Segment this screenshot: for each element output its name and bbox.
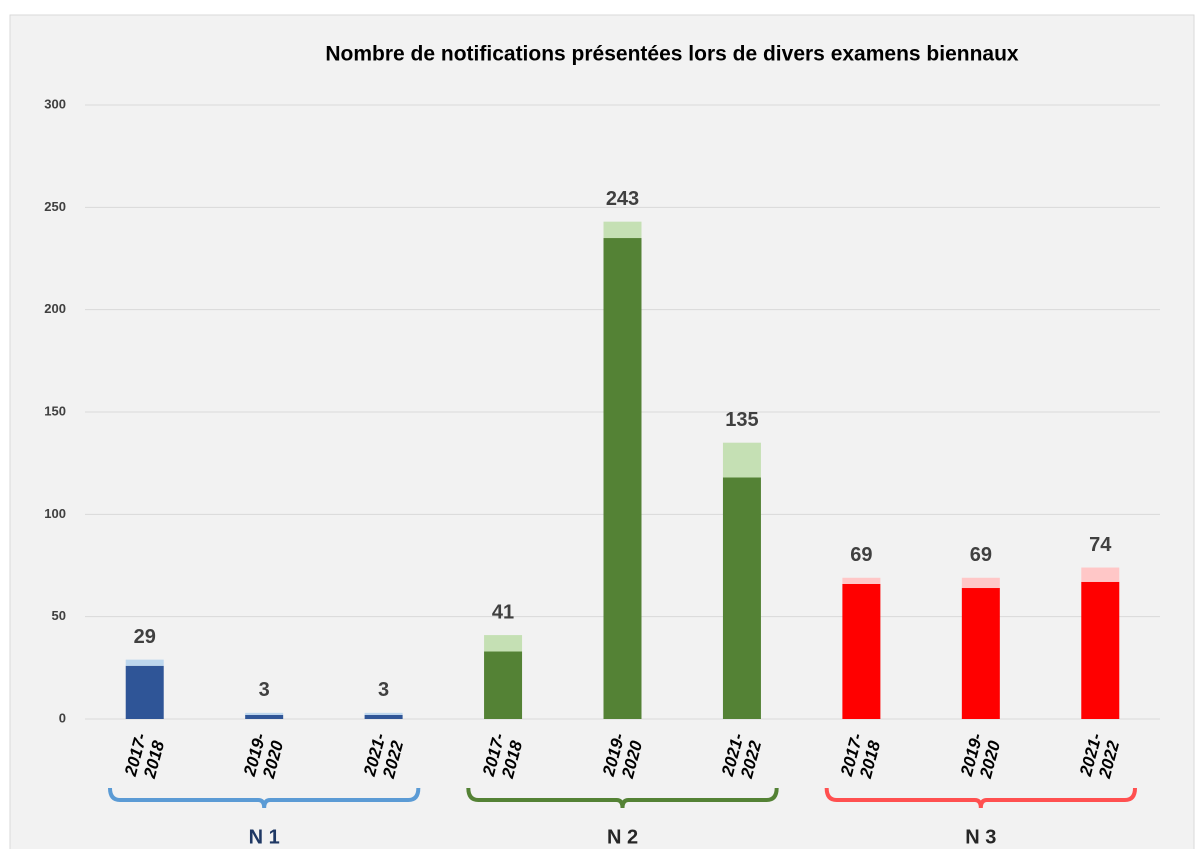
group-bracket [824, 787, 1137, 809]
bar-segment [364, 712, 403, 715]
data-label: 135 [725, 409, 758, 431]
y-tick-label: 0 [59, 710, 66, 725]
y-tick-label: 200 [44, 301, 66, 316]
group-label: N 3 [965, 826, 996, 848]
group-bracket [466, 787, 779, 809]
bar-segment [484, 651, 523, 719]
group-label: N 1 [249, 826, 280, 848]
data-label: 74 [1089, 534, 1112, 556]
data-label: 29 [134, 626, 156, 648]
bar-segment [961, 588, 1000, 719]
bar-segment [245, 712, 284, 715]
bar-segment [125, 665, 164, 719]
y-tick-label: 100 [44, 506, 66, 521]
chart-frame [9, 14, 1195, 849]
bar-segment [484, 635, 523, 652]
data-label: 69 [970, 544, 992, 566]
y-tick-label: 300 [44, 96, 66, 111]
group-label: N 2 [607, 826, 638, 848]
data-label: 3 [378, 679, 389, 701]
y-tick-label: 50 [52, 608, 66, 623]
data-label: 69 [850, 544, 872, 566]
bar-segment [364, 714, 403, 719]
bar-segment [722, 477, 761, 719]
data-label: 243 [606, 188, 639, 210]
group-bracket [108, 787, 421, 809]
bar-segment [125, 659, 164, 666]
bar-segment [842, 583, 881, 719]
bar-segment [245, 714, 284, 719]
bar-segment [1081, 567, 1120, 582]
bar-segment [603, 221, 642, 239]
chart-title: Nombre de notifications présentées lors … [325, 43, 1019, 66]
data-label: 3 [259, 679, 270, 701]
y-tick-label: 250 [44, 199, 66, 214]
bar-segment [1081, 581, 1120, 719]
y-tick-label: 150 [44, 403, 66, 418]
bar-segment [842, 577, 881, 584]
bar-segment [603, 238, 642, 720]
bar-segment [961, 577, 1000, 589]
data-label: 41 [492, 601, 514, 623]
bar-segment [722, 442, 761, 478]
